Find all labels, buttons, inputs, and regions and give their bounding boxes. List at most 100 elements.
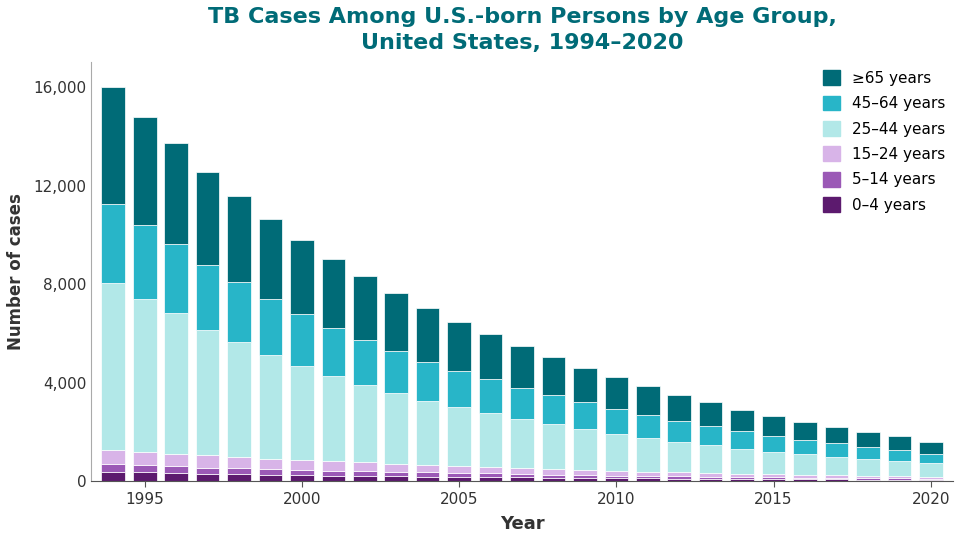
Bar [384, 476, 408, 481]
Bar [856, 480, 879, 481]
Bar [605, 434, 628, 471]
Bar [667, 476, 691, 479]
Bar [605, 478, 628, 481]
Bar [322, 470, 346, 476]
Bar [667, 479, 691, 481]
Bar [322, 328, 346, 376]
Bar [353, 276, 376, 340]
Bar [290, 314, 314, 366]
Bar [228, 195, 251, 282]
Bar [573, 429, 597, 470]
Bar [416, 465, 440, 472]
Bar [919, 477, 943, 479]
Bar [856, 459, 879, 476]
Bar [258, 458, 282, 469]
Bar [636, 478, 660, 481]
Bar [793, 480, 817, 481]
Legend: ≥65 years, 45–64 years, 25–44 years, 15–24 years, 5–14 years, 0–4 years: ≥65 years, 45–64 years, 25–44 years, 15–… [823, 70, 946, 213]
Bar [636, 415, 660, 438]
Bar [416, 362, 440, 401]
Bar [888, 436, 911, 450]
Bar [511, 468, 534, 474]
Bar [762, 479, 785, 481]
Bar [132, 465, 156, 472]
Bar [919, 454, 943, 463]
Bar [258, 475, 282, 481]
Bar [479, 467, 502, 474]
Y-axis label: Number of cases: Number of cases [7, 193, 25, 350]
Bar [258, 219, 282, 299]
Bar [793, 454, 817, 475]
Bar [196, 330, 220, 455]
Bar [290, 366, 314, 460]
Bar [919, 463, 943, 477]
Bar [605, 476, 628, 478]
Bar [196, 474, 220, 481]
Bar [322, 259, 346, 328]
Bar [290, 240, 314, 314]
Bar [888, 478, 911, 480]
Bar [353, 384, 376, 462]
Bar [384, 472, 408, 476]
Bar [573, 402, 597, 429]
Bar [919, 480, 943, 481]
Bar [541, 475, 565, 477]
Bar [667, 442, 691, 472]
Bar [825, 480, 849, 481]
Bar [511, 346, 534, 388]
Bar [228, 282, 251, 342]
Bar [856, 478, 879, 480]
Bar [290, 460, 314, 470]
Bar [762, 416, 785, 436]
Bar [541, 424, 565, 469]
Bar [447, 477, 471, 481]
Bar [605, 471, 628, 476]
Bar [573, 368, 597, 402]
Bar [541, 395, 565, 424]
Bar [479, 334, 502, 380]
Bar [322, 461, 346, 470]
Bar [416, 472, 440, 476]
Bar [699, 402, 723, 427]
Bar [856, 447, 879, 459]
Bar [447, 407, 471, 465]
Bar [888, 450, 911, 461]
Bar [793, 440, 817, 454]
Bar [102, 87, 125, 204]
Bar [228, 469, 251, 475]
Bar [384, 393, 408, 463]
Bar [699, 479, 723, 481]
Bar [541, 469, 565, 475]
Bar [447, 465, 471, 473]
Bar [731, 477, 754, 479]
Bar [573, 470, 597, 475]
Bar [825, 427, 849, 443]
Bar [196, 172, 220, 265]
Bar [228, 475, 251, 481]
Bar [228, 342, 251, 457]
Bar [102, 283, 125, 450]
Bar [228, 457, 251, 469]
Bar [667, 395, 691, 421]
X-axis label: Year: Year [500, 515, 544, 533]
Bar [132, 452, 156, 465]
Bar [353, 471, 376, 476]
Bar [353, 476, 376, 481]
Bar [731, 410, 754, 431]
Bar [479, 474, 502, 477]
Bar [164, 473, 188, 481]
Bar [699, 477, 723, 479]
Bar [102, 464, 125, 472]
Bar [762, 474, 785, 477]
Bar [164, 244, 188, 313]
Bar [102, 204, 125, 283]
Bar [196, 265, 220, 330]
Bar [573, 475, 597, 478]
Bar [479, 477, 502, 481]
Bar [164, 454, 188, 467]
Bar [636, 387, 660, 415]
Bar [825, 457, 849, 475]
Bar [290, 475, 314, 481]
Bar [636, 438, 660, 471]
Bar [132, 299, 156, 452]
